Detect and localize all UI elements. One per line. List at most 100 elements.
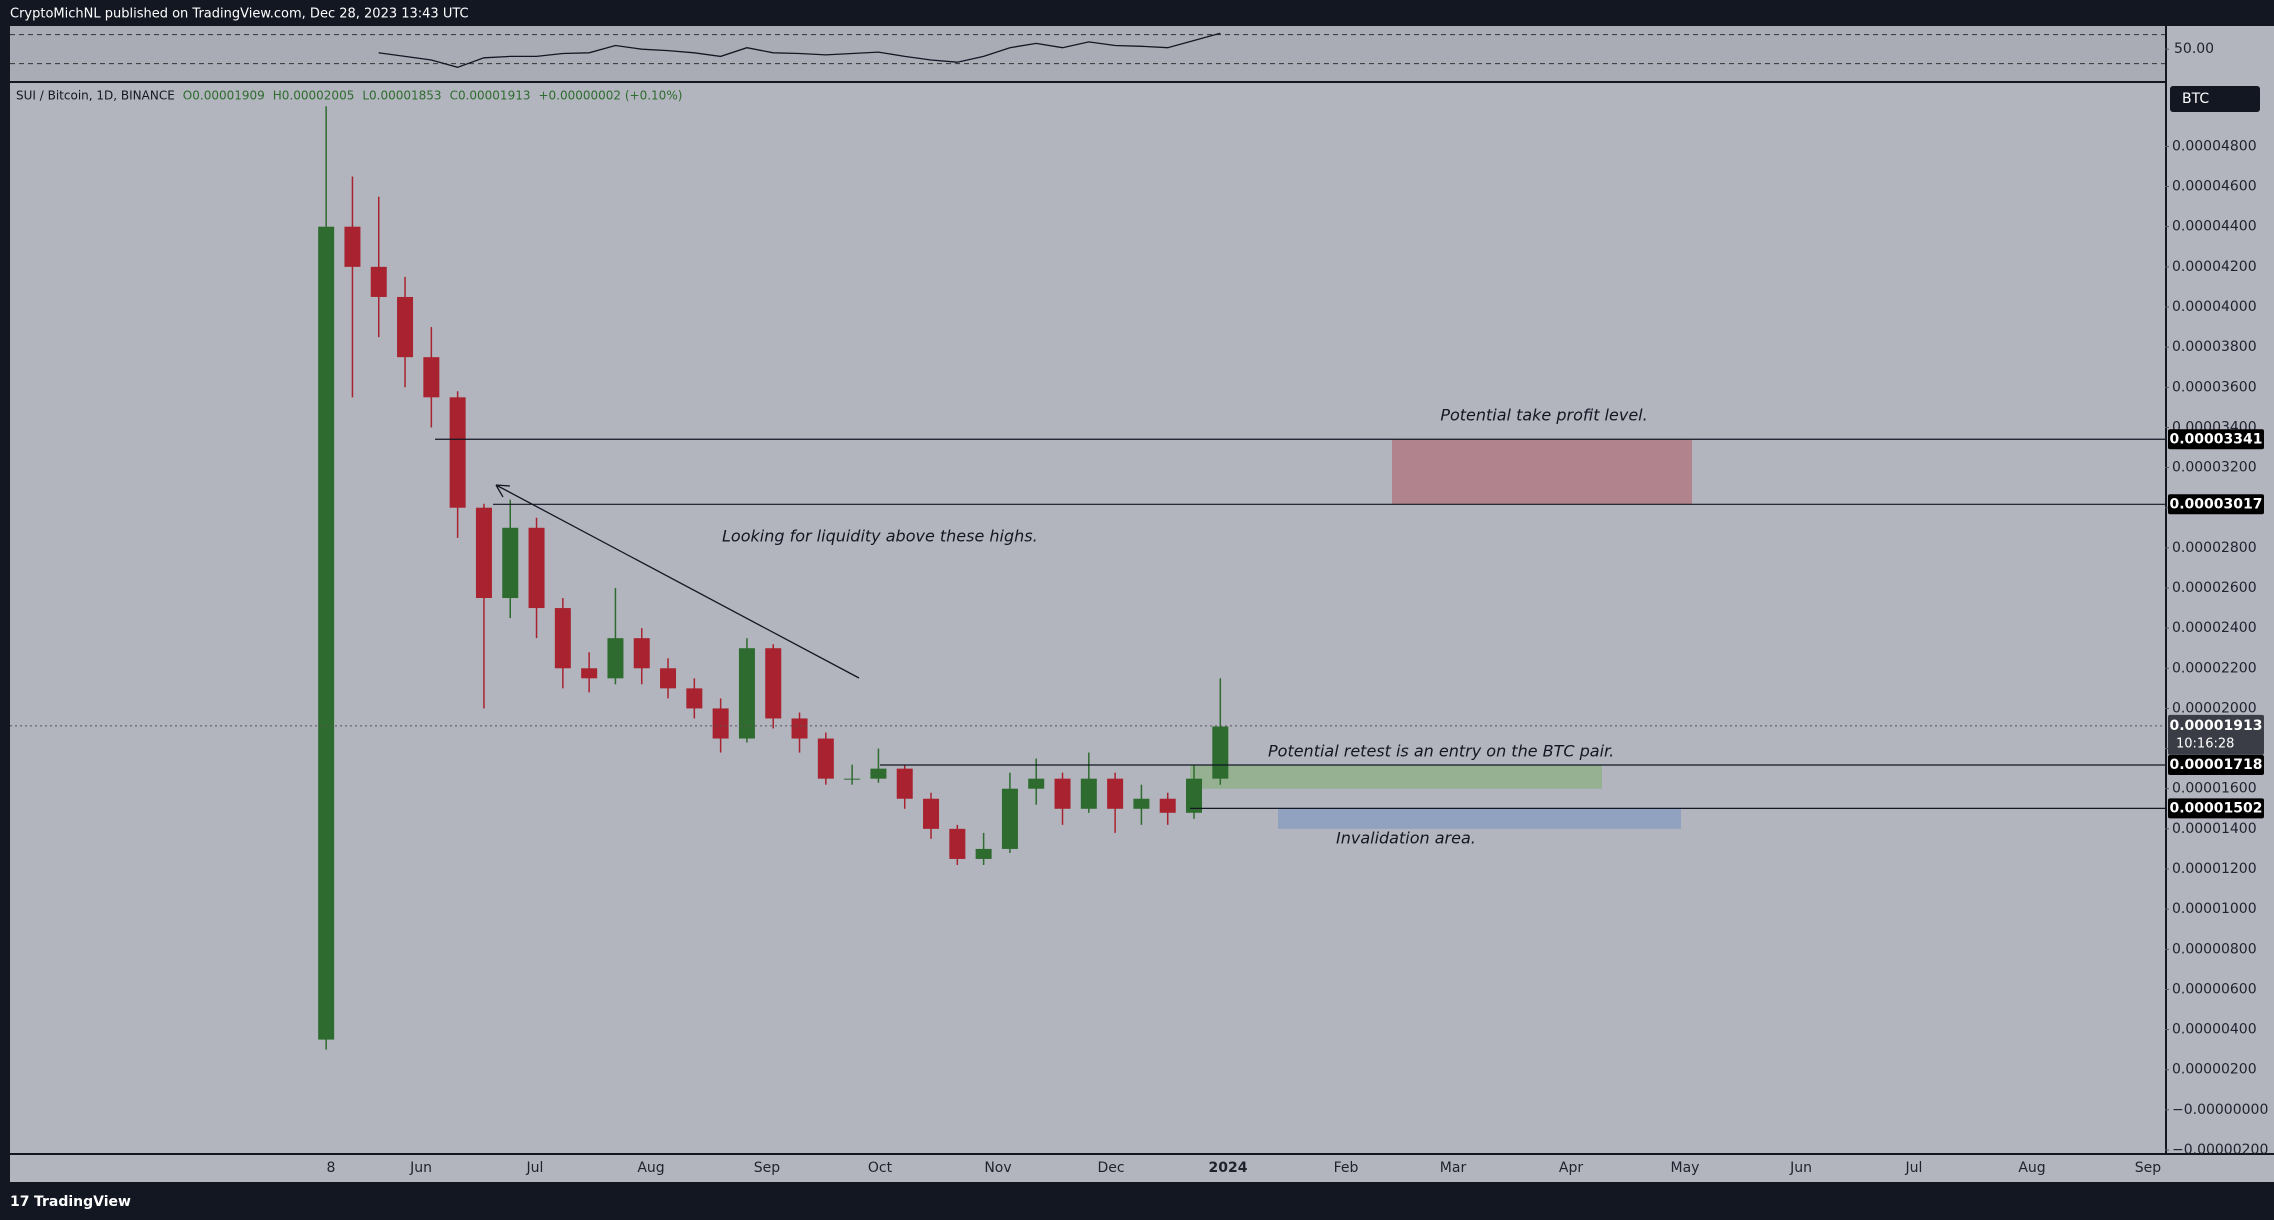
- candle-body: [370, 266, 387, 297]
- candle-body: [1107, 778, 1124, 809]
- candle-body: [554, 608, 571, 669]
- x-tick-label: Feb: [1334, 1160, 1359, 1176]
- zone: [1392, 439, 1692, 505]
- y-tick-label: 0.00002600: [2172, 580, 2257, 596]
- y-tick-label: 0.00002200: [2172, 660, 2257, 676]
- level-label-box: [2168, 429, 2264, 450]
- candle-body: [923, 798, 940, 829]
- x-tick-label: Sep: [2135, 1160, 2162, 1176]
- x-tick-label: Aug: [2018, 1160, 2045, 1176]
- y-tick-label: 0.00002400: [2172, 620, 2257, 636]
- candle-body: [1001, 788, 1018, 849]
- candle-body: [344, 226, 361, 267]
- x-tick-label: Jul: [1905, 1160, 1923, 1176]
- candle-body: [712, 708, 729, 739]
- candle-body: [1186, 778, 1203, 813]
- candle-body: [975, 848, 992, 859]
- candle-body: [423, 357, 440, 398]
- candle-body: [1054, 778, 1071, 809]
- rsi-tick-label: 50.00: [2174, 41, 2214, 57]
- y-tick-label: 0.00000800: [2172, 941, 2257, 957]
- candle-body: [633, 638, 650, 669]
- zone: [1278, 808, 1681, 829]
- countdown: 10:16:28: [2176, 736, 2234, 751]
- x-tick-label: Jul: [526, 1160, 544, 1176]
- annotation: Potential retest is an entry on the BTC …: [1268, 742, 1614, 761]
- candle-body: [765, 648, 782, 719]
- legend-symbol: SUI / Bitcoin, 1D, BINANCE: [16, 89, 175, 103]
- candle-body: [475, 507, 492, 599]
- legend-value: H0.00002005: [273, 89, 355, 103]
- y-tick-label: 0.00001400: [2172, 821, 2257, 837]
- x-tick-label: Mar: [1440, 1160, 1467, 1176]
- y-tick-label: −0.00000200: [2172, 1142, 2268, 1158]
- legend-value: +0.00000002 (+0.10%): [538, 89, 682, 103]
- logo-mark: 17: [10, 1194, 29, 1210]
- y-tick-label: 0.00000200: [2172, 1062, 2257, 1078]
- candle-body: [449, 397, 466, 508]
- candle-body: [870, 768, 887, 779]
- x-tick-label: Oct: [868, 1160, 893, 1176]
- candle-body: [1133, 798, 1150, 809]
- candle-body: [817, 738, 834, 779]
- main-pane: [10, 83, 2165, 1153]
- rsi-line: [378, 32, 1221, 68]
- header: CryptoMichNL published on TradingView.co…: [10, 7, 469, 22]
- zone: [1190, 765, 1602, 789]
- x-tick-label: Aug: [637, 1160, 664, 1176]
- candle-body: [397, 296, 414, 358]
- x-tick-label: 8: [327, 1160, 336, 1176]
- currency: BTC: [2182, 91, 2209, 107]
- time-scale: [10, 1155, 2274, 1182]
- candle-body: [896, 768, 913, 799]
- candle-body: [686, 688, 703, 709]
- candle-body: [528, 527, 545, 609]
- y-tick-label: 0.00000600: [2172, 981, 2257, 997]
- y-tick-label: 0.00001000: [2172, 901, 2257, 917]
- arrow-head: [495, 484, 511, 498]
- annotation: Invalidation area.: [1336, 829, 1476, 848]
- annotation: Potential take profit level.: [1440, 406, 1647, 425]
- currency-box[interactable]: [2170, 86, 2260, 112]
- x-tick-label: May: [1671, 1160, 1700, 1176]
- candle-body: [791, 718, 808, 739]
- legend-value: L0.00001853: [362, 89, 441, 103]
- y-tick-label: 0.00004600: [2172, 179, 2257, 195]
- last-price-box: [2168, 714, 2264, 755]
- y-tick-label: 0.00002800: [2172, 540, 2257, 556]
- candle-body: [1080, 778, 1097, 809]
- level-label: 0.00003341: [2170, 431, 2263, 447]
- last-price-label: 0.00001913: [2170, 718, 2263, 734]
- x-tick-label: Nov: [984, 1160, 1011, 1176]
- candle-body: [660, 668, 677, 689]
- candle-body: [949, 828, 966, 859]
- legend-value: O0.00001909: [183, 89, 265, 103]
- price-scale: [2167, 26, 2274, 1153]
- y-tick-label: 0.00004800: [2172, 138, 2257, 154]
- y-tick-label: 0.00002000: [2172, 700, 2257, 716]
- y-tick-label: 0.00001600: [2172, 781, 2257, 797]
- arrow-line: [495, 484, 860, 679]
- level-label-box: [2168, 494, 2264, 515]
- candle-body: [318, 226, 335, 1040]
- level-label: 0.00001502: [2170, 800, 2263, 816]
- candle-body: [581, 668, 598, 679]
- candle-body: [1028, 778, 1045, 789]
- y-tick-label: 0.00004400: [2172, 219, 2257, 235]
- x-tick-label: Sep: [754, 1160, 781, 1176]
- candle-body: [738, 648, 755, 739]
- x-tick-label: Jun: [409, 1160, 432, 1176]
- footer-logo: TradingView: [34, 1194, 131, 1210]
- legend-value: C0.00001913: [450, 89, 531, 103]
- candle-body: [502, 527, 519, 599]
- level-label-box: [2168, 755, 2264, 776]
- x-tick-label: Jun: [1789, 1160, 1812, 1176]
- annotation: Looking for liquidity above these highs.: [722, 527, 1038, 546]
- y-tick-label: 0.00004200: [2172, 259, 2257, 275]
- y-tick-label: 0.00003200: [2172, 460, 2257, 476]
- level-label-box: [2168, 798, 2264, 819]
- level-label: 0.00001718: [2170, 757, 2263, 773]
- candle-body: [1212, 726, 1229, 779]
